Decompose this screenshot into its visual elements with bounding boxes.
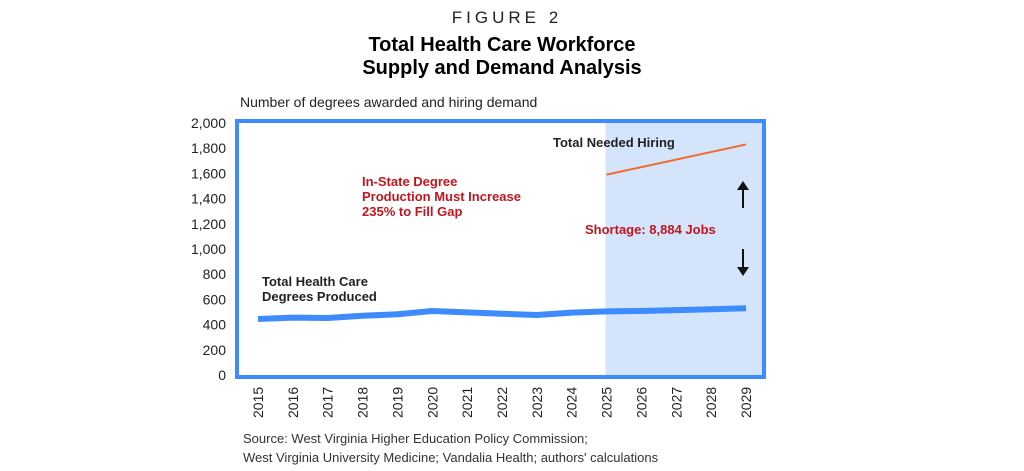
source-line-1: Source: West Virginia Higher Education P… (243, 431, 588, 446)
y-tick-label: 1,400 (191, 191, 226, 207)
x-tick-label: 2019 (389, 387, 405, 418)
annotation-increase-2: Production Must Increase (362, 189, 521, 204)
projection-shade (605, 121, 764, 377)
annotation-increase-3: 235% to Fill Gap (362, 204, 462, 219)
x-tick-label: 2028 (703, 387, 719, 418)
chart-title-line-2: Supply and Demand Analysis (362, 57, 641, 79)
x-tick-label: 2027 (668, 387, 684, 418)
y-tick-label: 600 (203, 291, 227, 307)
plot-frame (235, 119, 766, 379)
x-tick-label: 2020 (424, 387, 440, 418)
x-tick-label: 2021 (459, 387, 475, 418)
y-tick-label: 1,600 (191, 165, 226, 181)
annotation-increase-1: In-State Degree (362, 174, 457, 189)
series-line-degrees-produced (257, 305, 747, 323)
y-tick-label: 0 (218, 367, 226, 383)
source-line-2: West Virginia University Medicine; Vanda… (243, 450, 659, 465)
series-label-degrees-line-1: Total Health Care (262, 274, 368, 289)
arrow-down-icon (737, 249, 749, 276)
series-line-needed-hiring (606, 143, 747, 176)
x-tick-label: 2018 (355, 387, 371, 418)
x-tick-label: 2023 (529, 387, 545, 418)
y-axis-label: Number of degrees awarded and hiring dem… (240, 94, 537, 110)
x-tick-label: 2024 (564, 387, 580, 418)
y-tick-label: 200 (203, 342, 227, 358)
series-label-degrees-line-2: Degrees Produced (262, 289, 377, 304)
y-tick-label: 1,200 (191, 216, 226, 232)
x-tick-label: 2017 (320, 387, 336, 418)
annotation-shortage: Shortage: 8,884 Jobs (585, 222, 716, 237)
x-tick-label: 2026 (633, 387, 649, 418)
x-tick-label: 2015 (250, 387, 266, 418)
y-tick-label: 400 (203, 317, 227, 333)
y-tick-label: 1,000 (191, 241, 226, 257)
y-tick-label: 800 (203, 266, 227, 282)
chart-title-line-1: Total Health Care Workforce (368, 34, 635, 56)
x-tick-label: 2016 (285, 387, 301, 418)
y-tick-label: 1,800 (191, 140, 226, 156)
figure-label: FIGURE 2 (452, 8, 562, 27)
x-tick-label: 2025 (599, 387, 615, 418)
x-tick-label: 2022 (494, 387, 510, 418)
x-tick-label: 2029 (738, 387, 754, 418)
y-tick-label: 2,000 (191, 115, 226, 131)
arrow-up-icon (737, 181, 749, 208)
series-label-needed-hiring: Total Needed Hiring (553, 135, 675, 150)
